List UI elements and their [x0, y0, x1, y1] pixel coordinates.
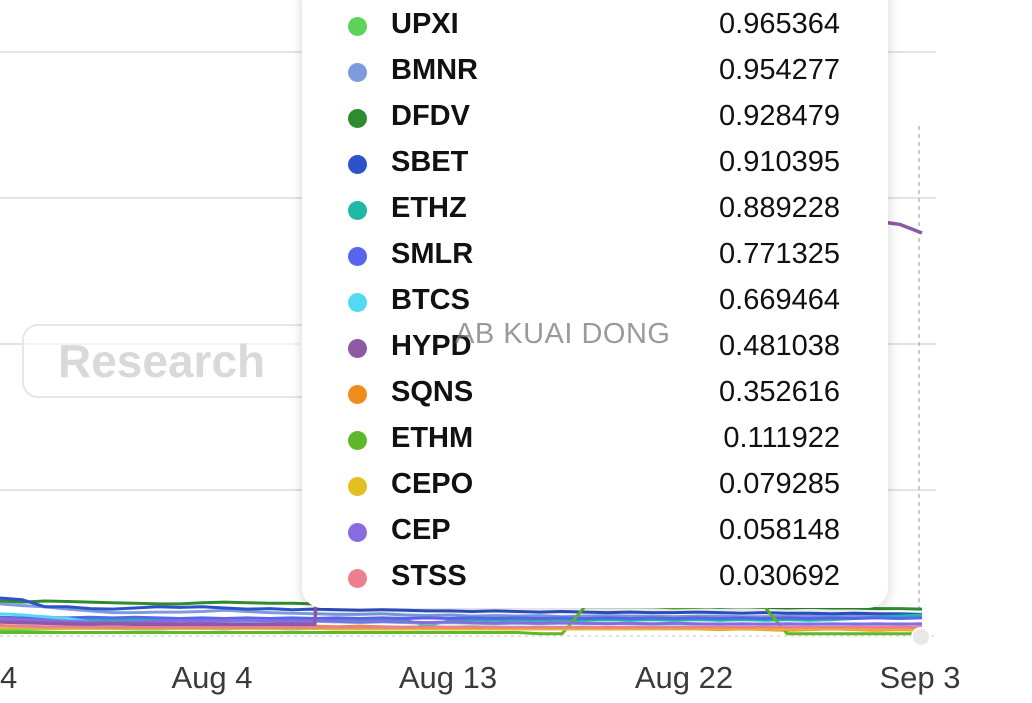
- series-name: UPXI: [391, 8, 459, 40]
- series-line-bmnr: [0, 602, 922, 619]
- tooltip-row-hypd: HYPD 0.481038: [302, 328, 888, 372]
- research-label: Research: [58, 335, 266, 387]
- series-name: DFDV: [391, 100, 470, 132]
- tooltip-row-sqns: SQNS 0.352616: [302, 374, 888, 418]
- legend-dot-icon: [348, 293, 367, 312]
- series-name: ETHM: [391, 422, 474, 454]
- x-tick-label: Sep 3: [879, 660, 961, 695]
- tooltip-row-upxi: UPXI 0.965364: [302, 6, 888, 50]
- tooltip-row-cepo: CEPO 0.079285: [302, 466, 888, 510]
- series-value: 0.910395: [719, 146, 840, 178]
- series-value: 0.030692: [719, 560, 840, 592]
- series-name: SQNS: [391, 376, 474, 408]
- series-name: STSS: [391, 560, 467, 592]
- tooltip-row-dfdv: DFDV 0.928479: [302, 98, 888, 142]
- series-value: 0.669464: [719, 284, 840, 316]
- hover-point-marker: [911, 627, 931, 647]
- tooltip-row-ethm: ETHM 0.111922: [302, 420, 888, 464]
- tooltip-row-sbet: SBET 0.910395: [302, 144, 888, 188]
- series-value: 0.954277: [719, 54, 840, 86]
- series-value: 0.771325: [719, 238, 840, 270]
- legend-dot-icon: [348, 155, 367, 174]
- series-name: CEPO: [391, 468, 474, 500]
- series-value: 0.965364: [719, 8, 840, 40]
- series-name: HYPD: [391, 330, 472, 362]
- series-line-stss: [0, 624, 922, 629]
- series-line-smlr: [0, 615, 923, 620]
- legend-dot-icon: [348, 339, 367, 358]
- watermark-text: AB KUAI DONG: [455, 318, 671, 350]
- series-line-ethm: [0, 605, 922, 636]
- legend-dot-icon: [348, 385, 367, 404]
- series-name: BMNR: [391, 54, 478, 86]
- legend-dot-icon: [348, 523, 367, 542]
- series-value: 0.352616: [719, 376, 840, 408]
- series-line-cep: [0, 617, 923, 626]
- tooltip-row-stss: STSS 0.030692: [302, 558, 888, 602]
- series-value: 0.481038: [719, 330, 840, 362]
- series-name: CEP: [391, 514, 451, 546]
- legend-dot-icon: [348, 431, 367, 450]
- legend-dot-icon: [348, 247, 367, 266]
- series-name: ETHZ: [391, 192, 467, 224]
- series-value: 0.889228: [719, 192, 840, 224]
- tooltip-row-btcs: BTCS 0.669464: [302, 282, 888, 326]
- tooltip-row-smlr: SMLR 0.771325: [302, 236, 888, 280]
- x-tick-label: 4: [0, 660, 18, 695]
- series-name: SBET: [391, 146, 469, 178]
- legend-dot-icon: [348, 109, 367, 128]
- tooltip-row-bmnr: BMNR 0.954277: [302, 52, 888, 96]
- x-tick-label: Aug 22: [634, 660, 734, 695]
- x-tick-label: Aug 4: [171, 660, 253, 695]
- research-label-box: [22, 324, 322, 398]
- series-name: BTCS: [391, 284, 470, 316]
- tooltip-row-cep: CEP 0.058148: [302, 512, 888, 556]
- legend-dot-icon: [348, 63, 367, 82]
- series-name: SMLR: [391, 238, 474, 270]
- hover-tooltip: UPXI 0.965364 BMNR 0.954277 DFDV 0.928479 SBET…: [302, 0, 888, 608]
- x-tick-label: Aug 13: [398, 660, 498, 695]
- tooltip-row-ethz: ETHZ 0.889228: [302, 190, 888, 234]
- series-value: 0.058148: [719, 514, 840, 546]
- legend-dot-icon: [348, 201, 367, 220]
- legend-dot-icon: [348, 477, 367, 496]
- legend-dot-icon: [348, 17, 367, 36]
- legend-dot-icon: [348, 569, 367, 588]
- series-value: 0.079285: [719, 468, 840, 500]
- series-value: 0.111922: [723, 422, 840, 454]
- series-value: 0.928479: [719, 100, 840, 132]
